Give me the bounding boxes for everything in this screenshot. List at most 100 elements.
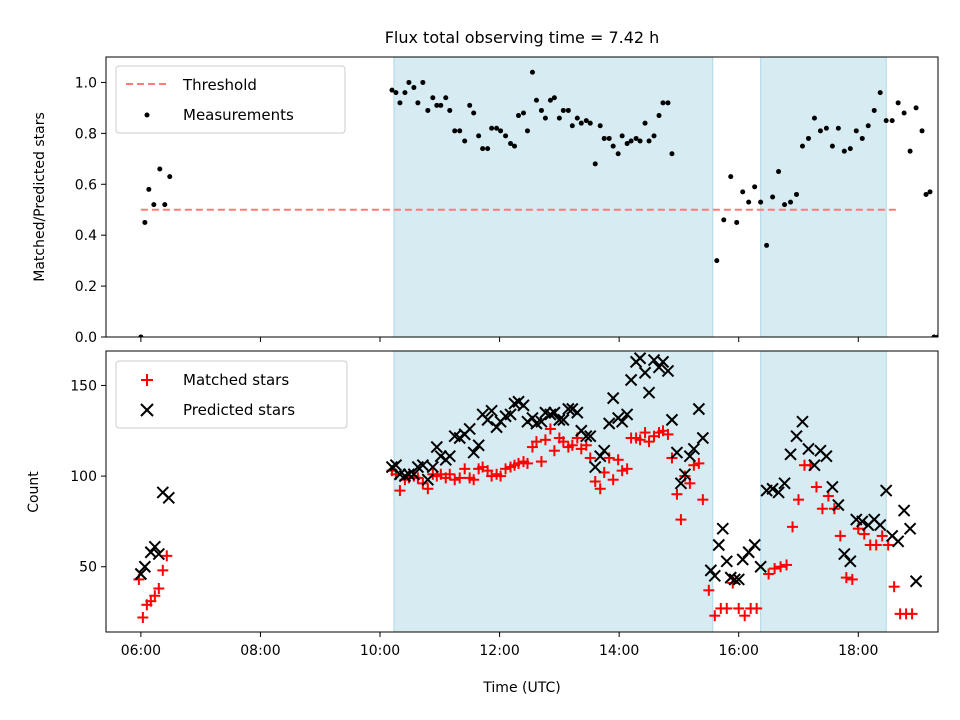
predicted-point (790, 429, 803, 443)
x-tick-label: 14:00 (599, 643, 639, 659)
measurement-point (752, 184, 758, 190)
measurement-point (610, 143, 616, 149)
measurement-point (542, 115, 548, 121)
x-tick-label: 18:00 (838, 643, 878, 659)
legend-measurements-label: Measurements (183, 106, 294, 124)
predicted-point (674, 477, 688, 490)
measurement-point (556, 115, 562, 121)
measurement-point (817, 128, 823, 134)
predicted-point (638, 366, 652, 379)
matched-point (548, 445, 560, 457)
predicted-point (748, 538, 761, 552)
measurement-point (669, 151, 675, 157)
predicted-point (594, 449, 607, 463)
predicted-point (481, 413, 494, 427)
measurement-point (829, 143, 835, 149)
matched-point (634, 434, 646, 446)
predicted-point (826, 480, 839, 494)
matched-point (721, 602, 733, 614)
predicted-point (624, 373, 638, 387)
legend-frame (115, 360, 348, 429)
measurement-point (665, 100, 671, 106)
predicted-point (708, 569, 722, 583)
matched-point (709, 610, 721, 622)
predicted-point (463, 422, 476, 436)
matched-point (495, 470, 507, 482)
matched-point (454, 472, 466, 484)
predicted-point (430, 440, 444, 454)
predicted-point (443, 449, 456, 463)
ratio-x-ticks (140, 337, 859, 342)
measurement-point (794, 191, 800, 197)
matched-point (693, 457, 705, 469)
matched-point (733, 602, 745, 614)
predicted-point (856, 515, 869, 528)
matched-point (566, 439, 578, 451)
measurement-point (425, 107, 431, 113)
measurement-point (471, 110, 477, 116)
predicted-point (766, 482, 779, 495)
measurement-point (415, 100, 421, 106)
matched-point (697, 494, 709, 506)
predicted-point (535, 415, 548, 428)
predicted-point (683, 449, 697, 463)
predicted-point (704, 564, 718, 577)
predicted-point (909, 575, 923, 588)
matched-point (607, 474, 619, 486)
measurement-point (853, 128, 859, 134)
predicted-point (152, 547, 166, 561)
measurement-point (859, 135, 865, 141)
matched-point (781, 559, 793, 571)
x-tick-label: 16:00 (719, 643, 759, 659)
predicted-point (879, 484, 893, 497)
predicted-point (724, 571, 737, 584)
predicted-point (490, 420, 503, 434)
predicted-point (389, 459, 403, 472)
predicted-point (665, 413, 679, 427)
predicted-point (589, 460, 602, 474)
y-tick-label: 1.0 (75, 75, 97, 91)
predicted-point (844, 555, 857, 568)
ratio-y-axis-label: Matched/Predicted stars (32, 112, 48, 282)
legend-threshold-label: Threshold (182, 76, 257, 94)
matched-point (153, 582, 165, 594)
predicted-point (754, 560, 767, 573)
matched-point (793, 494, 805, 506)
measurement-point (919, 128, 925, 134)
matched-point (703, 584, 715, 596)
predicted-point (874, 518, 887, 532)
measurement-point (776, 169, 782, 175)
matched-point (589, 476, 601, 488)
y-tick-label: 0.8 (75, 126, 97, 142)
legend-frame (115, 65, 346, 134)
matched-point (530, 436, 542, 448)
x-axis-label: Time (UTC) (482, 680, 560, 696)
measurement-point (512, 143, 518, 149)
predicted-point (720, 555, 733, 568)
matched-point (616, 465, 628, 477)
matched-point (500, 463, 512, 475)
measurement-point (770, 194, 776, 200)
predicted-point (426, 460, 440, 474)
measurement-point (565, 107, 571, 113)
predicted-point (808, 459, 821, 472)
matched-point (840, 572, 852, 584)
measurement-point (146, 186, 152, 192)
measurement-point (656, 113, 662, 119)
measurement-point (758, 199, 764, 205)
measurement-point (865, 123, 871, 129)
shaded-interval (393, 351, 714, 632)
predicted-point (138, 560, 152, 573)
measurement-point (877, 90, 883, 96)
measurement-point (642, 120, 648, 126)
matched-point (787, 521, 799, 533)
x-tick-label: 12:00 (479, 643, 519, 659)
predicted-point (562, 402, 575, 416)
measurements-series (138, 69, 938, 337)
measurement-point (619, 133, 625, 139)
x-tick-label: 08:00 (240, 643, 280, 659)
matched-point (422, 483, 434, 495)
y-tick-label: 100 (70, 469, 97, 485)
predicted-point (728, 573, 741, 586)
x-tick-label: 10:00 (360, 643, 400, 659)
